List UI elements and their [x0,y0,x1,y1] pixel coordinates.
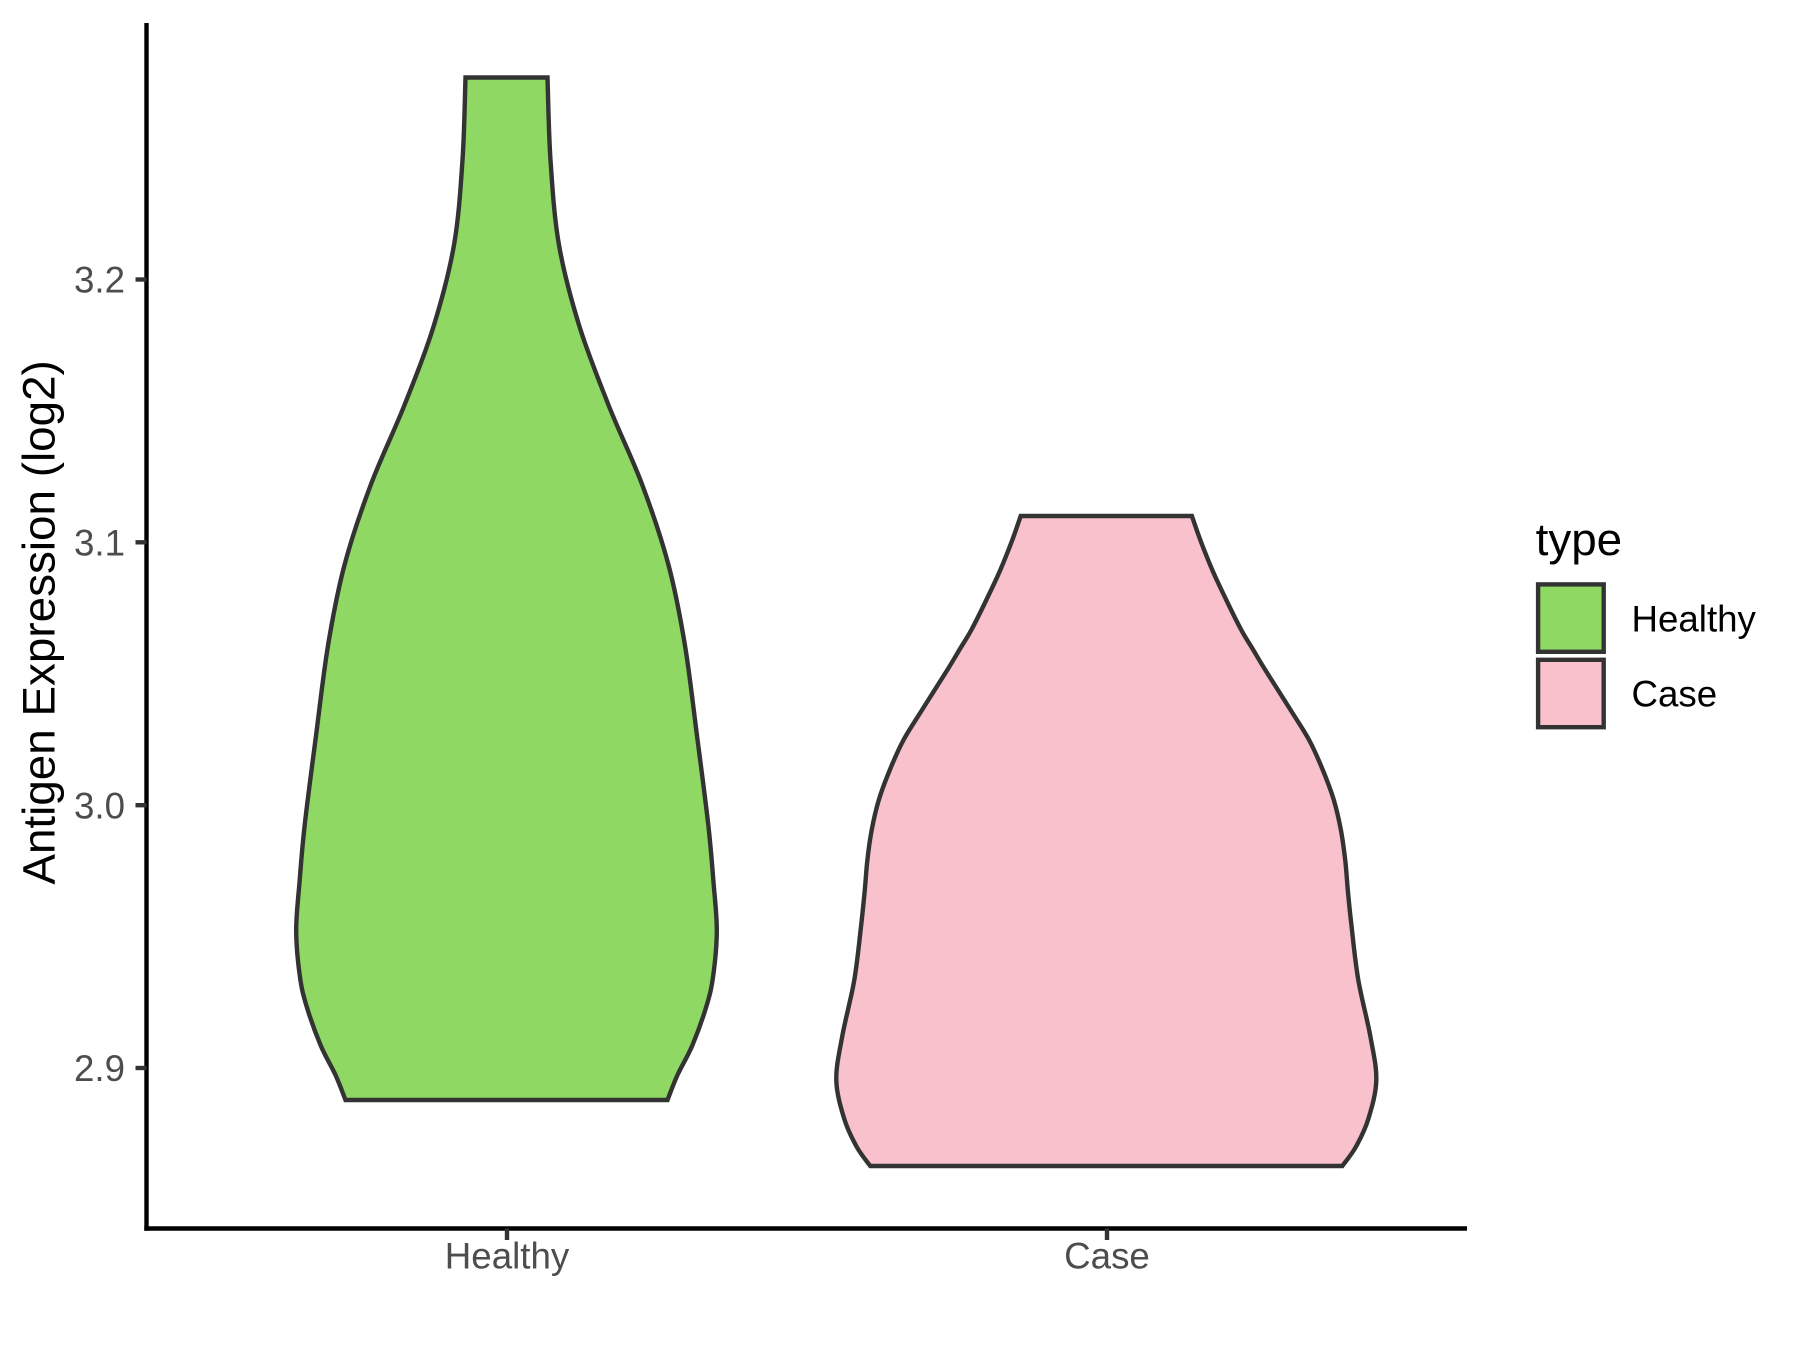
svg-text:Healthy: Healthy [1632,598,1757,639]
svg-text:3.0: 3.0 [74,785,125,826]
svg-text:3.2: 3.2 [74,260,125,301]
svg-text:Case: Case [1064,1235,1150,1276]
svg-text:3.1: 3.1 [74,522,125,563]
svg-text:Case: Case [1632,674,1718,715]
svg-text:2.9: 2.9 [74,1048,125,1089]
svg-text:type: type [1536,514,1623,565]
svg-text:Antigen Expression (log2): Antigen Expression (log2) [14,360,65,884]
svg-text:Healthy: Healthy [445,1235,570,1276]
